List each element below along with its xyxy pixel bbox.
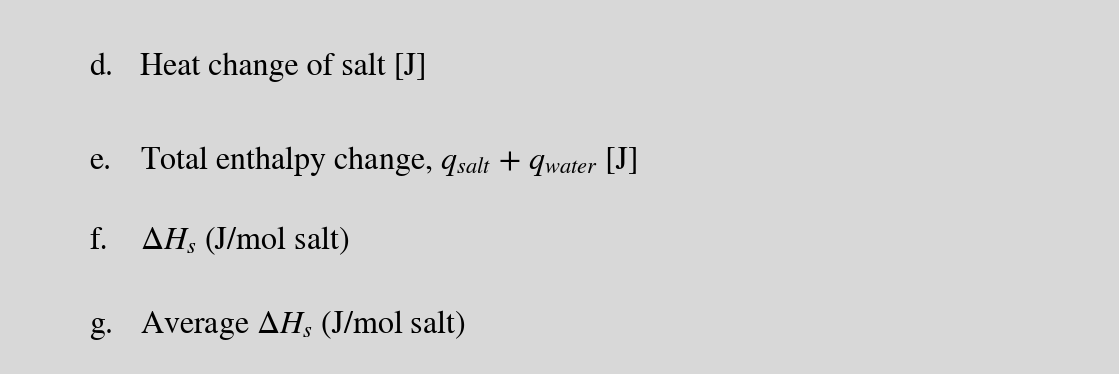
Text: $\Delta H_s$ (J/mol salt): $\Delta H_s$ (J/mol salt): [140, 225, 349, 257]
Text: e.: e.: [90, 146, 112, 175]
Text: g.: g.: [90, 311, 113, 340]
Text: f.: f.: [90, 227, 109, 256]
Text: Average $\Delta H_s$ (J/mol salt): Average $\Delta H_s$ (J/mol salt): [140, 309, 466, 342]
Text: Total enthalpy change, $q_{salt}$ + $q_{water}$ [J]: Total enthalpy change, $q_{salt}$ + $q_{…: [140, 144, 637, 178]
Text: d.: d.: [90, 53, 113, 82]
Text: Heat change of salt [J]: Heat change of salt [J]: [140, 53, 426, 82]
